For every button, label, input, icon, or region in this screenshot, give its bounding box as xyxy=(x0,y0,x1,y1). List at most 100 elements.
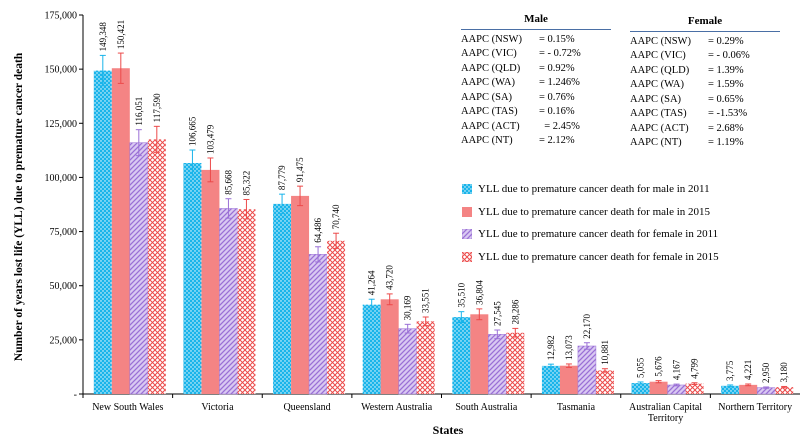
bar xyxy=(649,381,668,394)
aapc-row: AAPC (QLD) = 1.39% xyxy=(630,64,780,79)
legend-label: YLL due to premature cancer death for fe… xyxy=(478,228,719,240)
x-tick-label: South Australia xyxy=(455,402,518,413)
aapc-key: AAPC (VIC) xyxy=(461,48,517,59)
data-label: 103,479 xyxy=(205,124,215,154)
data-label: 91,475 xyxy=(295,157,305,182)
aapc-value: = - 0.72% xyxy=(539,48,581,59)
aapc-value: = 1.19% xyxy=(708,137,744,148)
aapc-value: = 0.29% xyxy=(708,35,744,47)
y-tick-label: 50,000 xyxy=(50,281,78,292)
y-tick-label: 25,000 xyxy=(50,335,78,346)
data-label: 30,169 xyxy=(403,295,413,320)
aapc-value: = 2.12% xyxy=(539,135,575,146)
aapc-key: AAPC (NSW) xyxy=(630,35,691,47)
bar xyxy=(308,254,328,395)
aapc-row: AAPC (VIC) = - 0.72% xyxy=(461,47,611,62)
aapc-row: AAPC (QLD) = 0.92% xyxy=(461,62,611,77)
data-label: 5,676 xyxy=(654,356,664,377)
y-tick-label: - xyxy=(74,390,77,401)
data-label: 64,486 xyxy=(313,218,323,243)
aapc-key: AAPC (SA) xyxy=(461,91,513,103)
bar xyxy=(685,383,704,394)
data-label: 13,073 xyxy=(564,335,574,360)
aapc-row: AAPC (TAS) = 0.16% xyxy=(461,105,611,120)
legend-label: YLL due to premature cancer death for ma… xyxy=(478,205,711,218)
aapc-key: AAPC (WA) xyxy=(461,77,515,88)
aapc-value: = 0.92% xyxy=(539,62,575,74)
y-tick-label: 150,000 xyxy=(45,65,78,76)
data-label: 33,551 xyxy=(421,288,431,313)
data-label: 43,720 xyxy=(385,265,395,290)
data-label: 2,950 xyxy=(761,362,771,383)
bar xyxy=(739,384,758,394)
bar xyxy=(129,142,149,395)
y-tick-label: 75,000 xyxy=(50,227,78,238)
aapc-row: AAPC (ACT) = 2.68% xyxy=(630,122,780,137)
x-tick-label: New South Wales xyxy=(92,402,163,413)
legend-swatch xyxy=(462,229,472,240)
aapc-key: AAPC (NSW) xyxy=(461,33,522,45)
data-label: 117,590 xyxy=(152,93,162,122)
bar xyxy=(201,169,220,394)
aapc-value: = 0.16% xyxy=(539,106,575,117)
bar xyxy=(111,68,130,395)
bar xyxy=(147,139,166,394)
bar xyxy=(721,385,740,394)
data-label: 149,348 xyxy=(98,22,108,52)
data-label: 27,545 xyxy=(492,301,502,326)
aapc-male-title: Male xyxy=(461,12,611,30)
bar xyxy=(291,195,310,394)
bar xyxy=(183,162,202,394)
aapc-value: = 1.246% xyxy=(539,77,580,88)
aapc-female-title: Female xyxy=(630,14,780,32)
bar xyxy=(219,208,238,395)
data-label: 85,322 xyxy=(241,171,251,196)
aapc-row: AAPC (WA) = 1.59% xyxy=(630,78,780,93)
legend-swatch xyxy=(462,184,472,195)
bar xyxy=(380,299,399,394)
data-label: 12,982 xyxy=(546,335,556,360)
aapc-key: AAPC (WA) xyxy=(630,79,684,90)
aapc-row: AAPC (TAS) = -1.53% xyxy=(630,107,780,122)
aapc-key: AAPC (TAS) xyxy=(630,108,687,119)
aapc-key: AAPC (ACT) xyxy=(461,120,520,132)
legend-entry: YLL due to premature cancer death for ma… xyxy=(462,178,719,201)
data-label: 36,804 xyxy=(474,280,484,305)
x-tick-label: Queensland xyxy=(283,402,330,413)
bar xyxy=(327,240,346,394)
aapc-row: AAPC (NSW) = 0.29% xyxy=(630,35,780,50)
legend-entry: YLL due to premature cancer death for fe… xyxy=(462,223,719,246)
aapc-row: AAPC (NT) = 2.12% xyxy=(461,134,611,149)
aapc-value: = 0.65% xyxy=(708,93,744,105)
aapc-row: AAPC (NSW) = 0.15% xyxy=(461,33,611,48)
legend-label: YLL due to premature cancer death for ma… xyxy=(478,183,710,195)
legend-swatch xyxy=(462,206,472,217)
data-label: 116,051 xyxy=(134,97,144,126)
bar xyxy=(775,387,794,394)
bar xyxy=(93,70,112,394)
aapc-key: AAPC (ACT) xyxy=(630,122,689,134)
data-label: 4,799 xyxy=(690,358,700,379)
bar xyxy=(362,304,381,394)
bar xyxy=(595,370,614,394)
aapc-value: = 2.68% xyxy=(708,122,744,134)
aapc-value: = -1.53% xyxy=(708,108,748,119)
data-label: 4,167 xyxy=(672,359,682,380)
x-tick-label: Western Australia xyxy=(361,402,433,413)
aapc-row: AAPC (ACT) = 2.45% xyxy=(461,120,611,135)
data-label: 3,180 xyxy=(779,362,789,383)
aapc-key: AAPC (SA) xyxy=(630,93,682,105)
y-tick-label: 125,000 xyxy=(45,119,78,130)
data-label: 10,881 xyxy=(600,340,610,365)
aapc-row: AAPC (VIC) = - 0.06% xyxy=(630,49,780,64)
data-label: 87,779 xyxy=(277,165,287,190)
bar xyxy=(631,383,650,394)
x-axis-title: States xyxy=(433,423,464,437)
bar xyxy=(506,332,525,394)
aapc-female-box: Female AAPC (NSW) = 0.29% AAPC (VIC) = - 0.… xyxy=(630,14,780,151)
data-label: 70,740 xyxy=(331,204,341,229)
aapc-key: AAPC (QLD) xyxy=(630,64,690,76)
aapc-row: AAPC (WA) = 1.246% xyxy=(461,76,611,91)
legend-entry: YLL due to premature cancer death for ma… xyxy=(462,201,719,224)
aapc-female-rows: AAPC (NSW) = 0.29% AAPC (VIC) = - 0.06% AAPC… xyxy=(630,35,780,151)
